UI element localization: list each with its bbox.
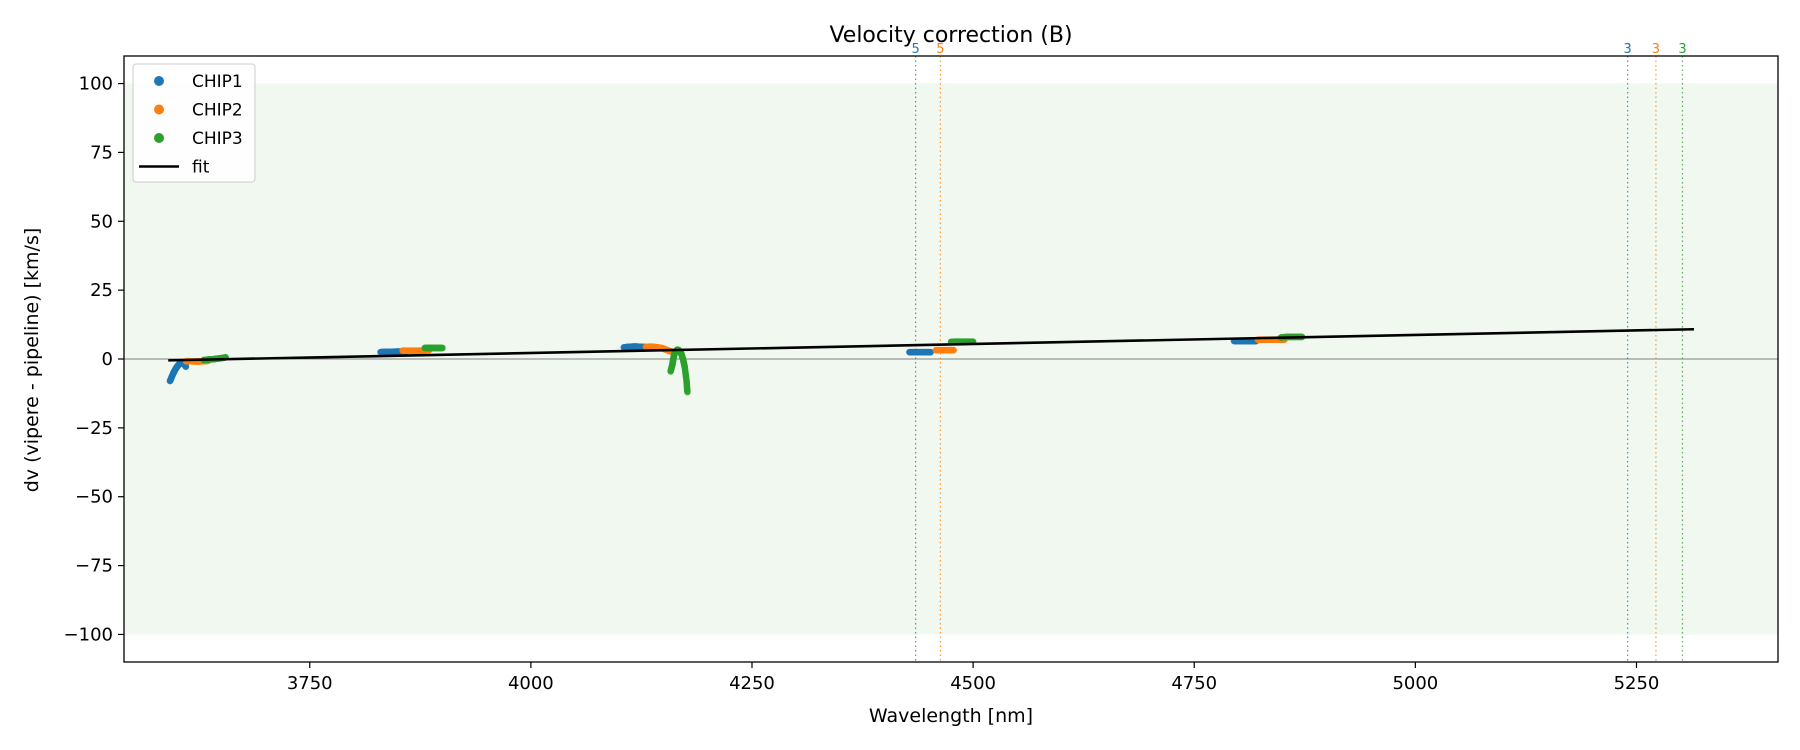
y-tick-label: −50 <box>75 487 113 508</box>
data-point <box>439 344 446 352</box>
vertical-marker-label: 5 <box>911 42 919 57</box>
y-tick-label: −25 <box>75 418 113 439</box>
data-point <box>684 388 691 396</box>
vertical-marker-label: 3 <box>1652 42 1660 57</box>
legend-box <box>132 63 256 183</box>
x-tick-label: 3750 <box>287 673 333 694</box>
data-point <box>182 363 190 371</box>
y-tick-label: 100 <box>79 74 113 95</box>
plot-area: 5 5 3 3 3 3750 4000 4250 4500 4750 5000 5250 100 75 50… <box>64 42 1779 694</box>
y-tick-label: 75 <box>90 142 113 163</box>
y-tick-label: −100 <box>64 624 113 645</box>
x-axis-label: Wavelength [nm] <box>869 705 1033 727</box>
x-tick-label: 5000 <box>1392 673 1438 694</box>
y-tick-label: 0 <box>102 349 113 370</box>
x-tick-label: 4000 <box>508 673 554 694</box>
data-point <box>950 346 957 354</box>
y-tick-label: −75 <box>75 556 113 577</box>
y-tick-label: 50 <box>90 211 113 232</box>
legend-entry-label: CHIP2 <box>192 101 243 121</box>
legend: CHIP1 CHIP2 CHIP3 fit <box>132 63 256 183</box>
x-tick-label: 4250 <box>729 673 775 694</box>
legend-entry-label: fit <box>192 158 210 178</box>
vertical-marker-label: 3 <box>1678 42 1686 57</box>
legend-marker-swatch <box>154 76 164 86</box>
legend-entry-label: CHIP1 <box>192 72 243 92</box>
y-tick-label: 25 <box>90 280 113 301</box>
legend-marker-swatch <box>154 104 164 115</box>
x-tick-label: 5250 <box>1614 673 1660 694</box>
vertical-marker-label: 5 <box>936 42 944 57</box>
chart-title: Velocity correction (B) <box>829 23 1072 48</box>
x-tick-label: 4500 <box>950 673 996 694</box>
legend-entry-label: CHIP3 <box>192 129 243 149</box>
vertical-marker-label: 3 <box>1623 42 1631 57</box>
x-tick-label: 4750 <box>1171 673 1217 694</box>
data-point <box>927 348 934 356</box>
legend-marker-swatch <box>154 133 164 143</box>
y-axis-label: dv (vipere - pipeline) [km/s] <box>21 228 43 493</box>
fit-line <box>168 327 1694 362</box>
